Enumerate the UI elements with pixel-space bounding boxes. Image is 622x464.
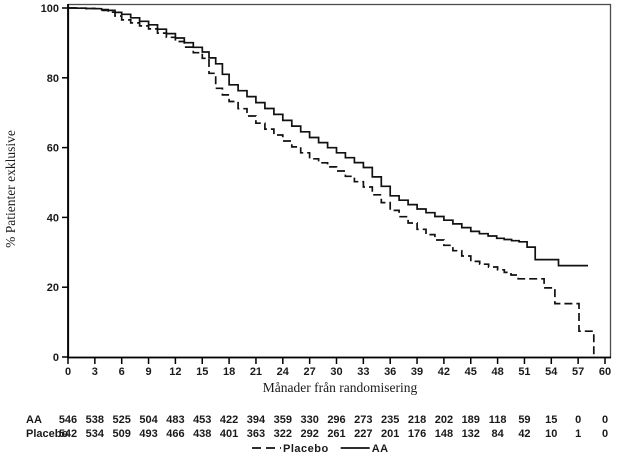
at-risk-value: 202 (435, 414, 453, 426)
at-risk-value: 453 (193, 414, 211, 426)
at-risk-value: 538 (86, 414, 104, 426)
at-risk-table: AA 546 538 525 504 483 453 422 394 359 330 296 273 23… (26, 414, 608, 440)
at-risk-value: 493 (139, 428, 157, 440)
x-tick-label: 27 (304, 366, 316, 378)
x-tick-label: 24 (277, 366, 290, 378)
x-tick-label: 9 (145, 366, 151, 378)
at-risk-value: 509 (113, 428, 131, 440)
x-tick-label: 42 (438, 366, 450, 378)
at-risk-value: 15 (545, 414, 557, 426)
x-tick-label: 57 (572, 366, 584, 378)
at-risk-value: 534 (86, 428, 105, 440)
y-axis: 0 20 40 60 80 100 (41, 3, 68, 364)
at-risk-value: 363 (247, 428, 265, 440)
at-risk-value: 42 (518, 428, 530, 440)
at-risk-value: 176 (408, 428, 426, 440)
x-tick-label: 30 (330, 366, 342, 378)
at-risk-value: 394 (247, 414, 266, 426)
x-axis: 0 3 6 9 12 15 18 21 24 27 30 33 36 39 42 45 48 51 54 57 60 (65, 358, 611, 378)
x-tick-label: 48 (491, 366, 503, 378)
series-curve-aa (68, 7, 588, 267)
x-tick-label: 3 (92, 366, 98, 378)
at-risk-value: 542 (59, 428, 77, 440)
at-risk-value: 10 (545, 428, 557, 440)
legend-label-placebo: Placebo (283, 443, 329, 455)
at-risk-value: 273 (354, 414, 372, 426)
at-risk-value: 525 (113, 414, 131, 426)
at-risk-row-label: AA (26, 414, 42, 426)
at-risk-value: 1 (575, 428, 581, 440)
y-tick-label: 20 (47, 282, 59, 294)
at-risk-value: 84 (491, 428, 504, 440)
at-risk-value: 227 (354, 428, 372, 440)
at-risk-value: 322 (274, 428, 292, 440)
y-axis-title: % Patienter exklusive (3, 130, 18, 248)
at-risk-value: 438 (193, 428, 211, 440)
x-tick-label: 51 (518, 366, 530, 378)
y-tick-label: 60 (47, 143, 59, 155)
x-tick-label: 39 (411, 366, 423, 378)
at-risk-value: 546 (59, 414, 77, 426)
x-tick-label: 54 (545, 366, 558, 378)
x-tick-label: 18 (223, 366, 235, 378)
at-risk-value: 132 (462, 428, 480, 440)
at-risk-row-label: Placebo (26, 428, 68, 440)
y-tick-label: 0 (53, 352, 59, 364)
at-risk-value: 422 (220, 414, 238, 426)
series-curves (68, 7, 595, 357)
x-tick-label: 36 (384, 366, 396, 378)
at-risk-value: 359 (274, 414, 292, 426)
y-tick-label: 40 (47, 212, 59, 224)
at-risk-value: 466 (166, 428, 184, 440)
y-tick-label: 80 (47, 73, 59, 85)
x-axis-title: Månader från randomisering (263, 380, 418, 395)
series-curve-placebo (68, 7, 595, 357)
at-risk-value: 148 (435, 428, 453, 440)
plot-frame (67, 3, 612, 359)
at-risk-value: 189 (462, 414, 480, 426)
plot-border (67, 3, 612, 359)
at-risk-value: 292 (300, 428, 318, 440)
x-tick-label: 0 (65, 366, 71, 378)
at-risk-value: 483 (166, 414, 184, 426)
at-risk-value: 261 (327, 428, 345, 440)
at-risk-value: 59 (518, 414, 530, 426)
x-tick-label: 21 (250, 366, 262, 378)
at-risk-value: 401 (220, 428, 238, 440)
at-risk-value: 0 (575, 414, 581, 426)
at-risk-value: 330 (300, 414, 318, 426)
x-tick-label: 33 (357, 366, 369, 378)
x-tick-label: 15 (196, 366, 208, 378)
at-risk-value: 201 (381, 428, 399, 440)
legend: Placebo AA (252, 443, 389, 455)
at-risk-value: 296 (327, 414, 345, 426)
at-risk-value: 504 (139, 414, 158, 426)
legend-label-aa: AA (372, 443, 389, 455)
x-tick-label: 60 (599, 366, 611, 378)
at-risk-value: 218 (408, 414, 426, 426)
x-tick-label: 12 (169, 366, 181, 378)
x-tick-label: 45 (465, 366, 477, 378)
at-risk-value: 235 (381, 414, 399, 426)
at-risk-value: 0 (602, 414, 608, 426)
at-risk-value: 118 (489, 414, 507, 426)
at-risk-value: 0 (602, 428, 608, 440)
x-tick-label: 6 (119, 366, 125, 378)
y-tick-label: 100 (41, 3, 59, 15)
